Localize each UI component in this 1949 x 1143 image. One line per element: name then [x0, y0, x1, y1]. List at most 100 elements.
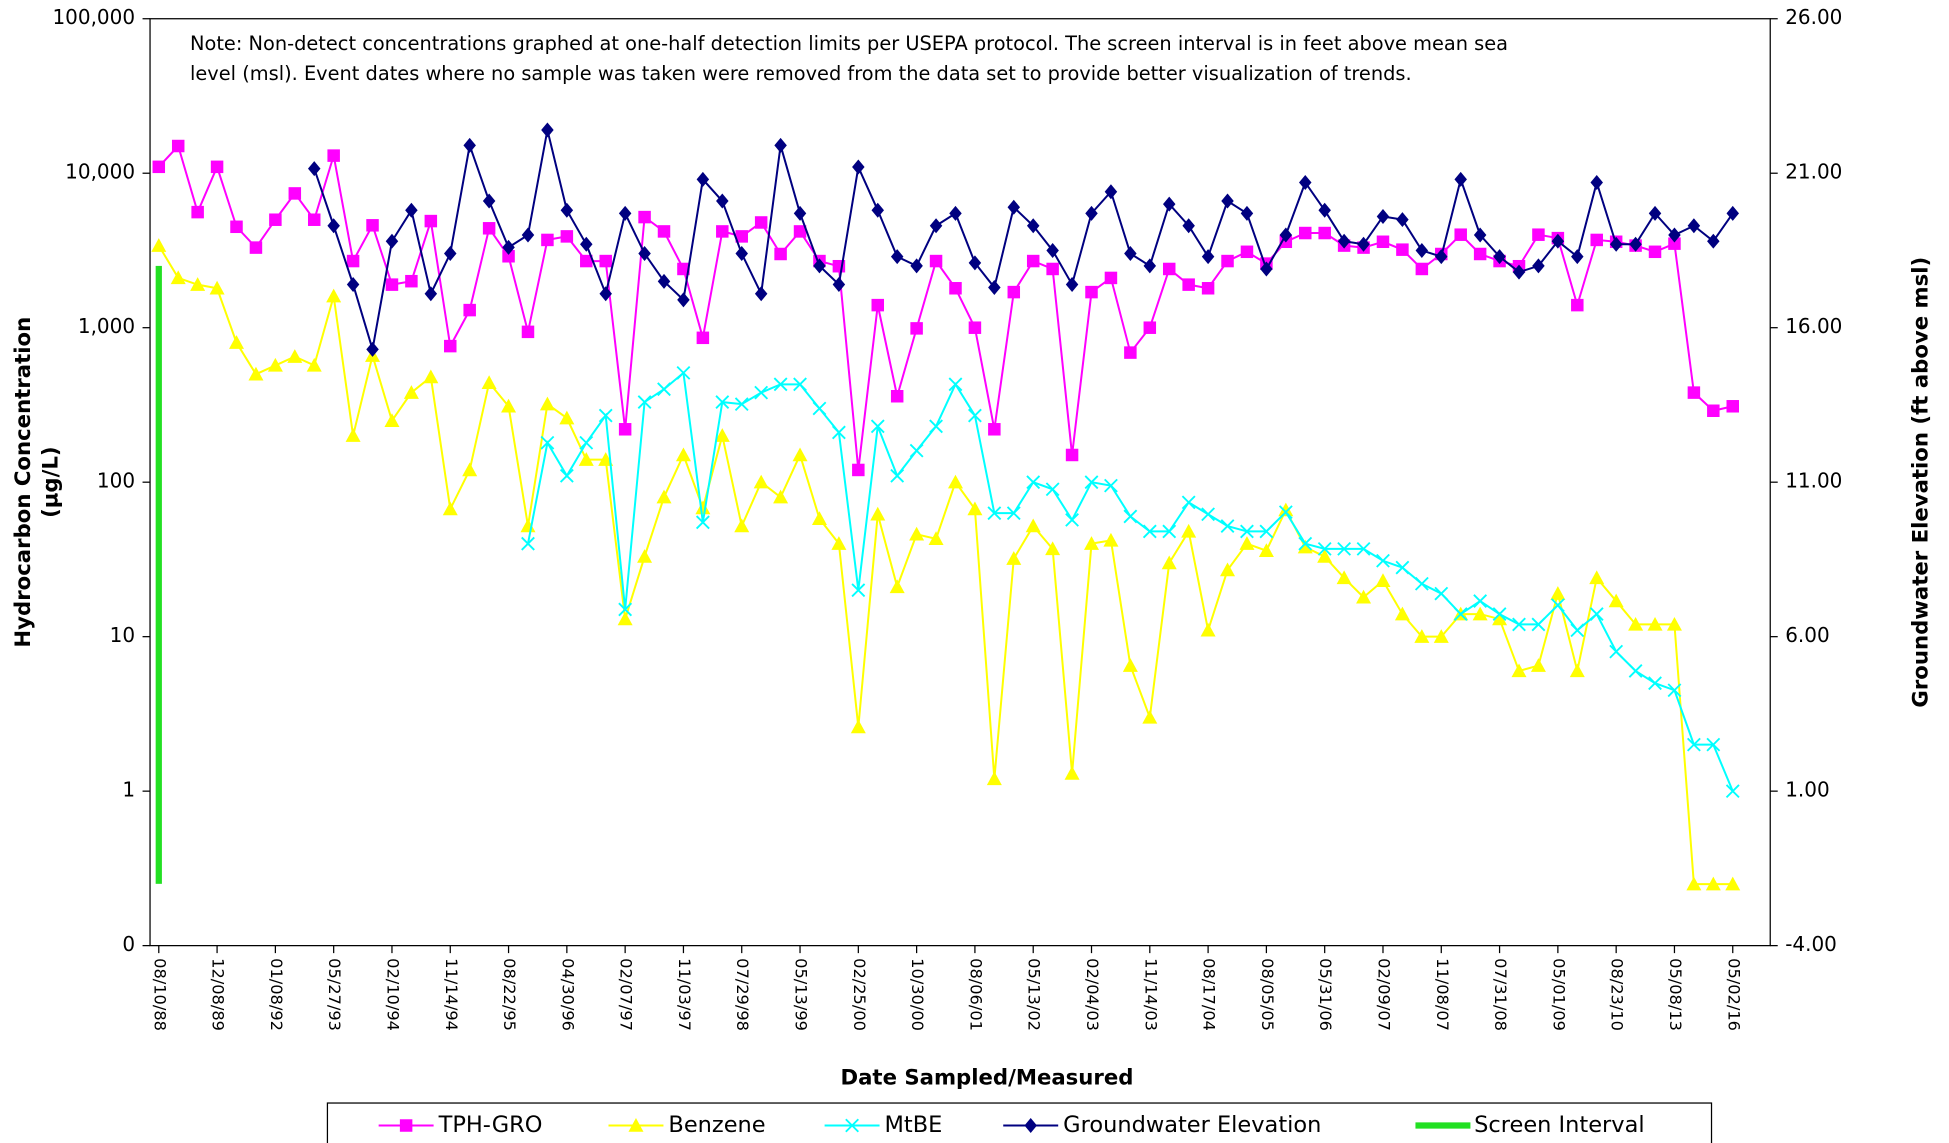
marker	[618, 602, 633, 617]
y-axis-title: (µg/L)	[39, 446, 64, 517]
marker	[482, 193, 496, 209]
marker	[618, 205, 632, 221]
marker	[676, 365, 691, 380]
marker	[1026, 254, 1040, 268]
marker	[909, 443, 924, 458]
y-axis-title: Hydrocarbon Concentration	[11, 317, 36, 648]
marker	[1124, 246, 1137, 262]
y2-tick-label: 6.00	[1785, 623, 1829, 647]
marker	[1668, 227, 1681, 243]
marker	[560, 230, 574, 243]
marker	[1531, 617, 1546, 632]
marker	[307, 161, 321, 177]
marker	[1725, 876, 1741, 891]
marker	[1706, 737, 1721, 752]
marker	[540, 435, 555, 450]
marker	[618, 423, 632, 436]
marker	[696, 171, 710, 187]
marker	[774, 247, 787, 261]
marker	[1239, 536, 1255, 550]
marker	[191, 205, 204, 219]
marker	[539, 396, 555, 411]
marker	[968, 321, 982, 334]
marker	[714, 428, 730, 442]
marker	[1299, 226, 1312, 240]
x-tick-label: 05/01/09	[1549, 958, 1568, 1031]
marker	[1025, 518, 1041, 533]
marker	[949, 282, 962, 295]
marker	[656, 489, 672, 504]
y-tick-label: 1	[122, 778, 135, 802]
x-tick-label: 05/13/99	[792, 958, 811, 1031]
marker	[637, 395, 652, 409]
marker	[580, 254, 593, 268]
marker	[638, 210, 651, 224]
legend-label: Groundwater Elevation	[1063, 1112, 1321, 1138]
marker	[1220, 519, 1235, 533]
marker	[1065, 448, 1079, 462]
marker	[1104, 184, 1118, 200]
x-tick-label: 05/02/16	[1724, 958, 1743, 1031]
series-line	[527, 370, 1734, 792]
marker	[1240, 205, 1254, 221]
marker	[1394, 606, 1410, 621]
marker	[1143, 258, 1157, 274]
marker	[1357, 236, 1370, 252]
marker	[463, 137, 476, 153]
marker	[1609, 644, 1624, 659]
marker	[1375, 573, 1391, 588]
x-tick-label: 01/08/92	[267, 958, 286, 1031]
y2-axis-title: Groundwater Elevation (ft above msl)	[1909, 257, 1934, 708]
marker	[1414, 576, 1429, 591]
marker	[444, 339, 457, 353]
y-tick-label: 10	[110, 623, 135, 647]
marker	[716, 193, 729, 209]
marker	[1182, 218, 1195, 234]
x-tick-label: 02/10/94	[383, 958, 402, 1031]
marker	[617, 611, 633, 626]
y2-tick-label: 16.00	[1785, 314, 1842, 338]
marker	[871, 202, 885, 218]
marker	[695, 500, 711, 515]
marker	[1007, 285, 1021, 299]
marker	[424, 286, 438, 302]
marker	[910, 322, 923, 335]
marker	[1608, 593, 1624, 608]
legend-label: Benzene	[668, 1112, 765, 1138]
marker	[1414, 629, 1430, 643]
marker	[852, 463, 865, 477]
marker	[1258, 543, 1274, 557]
marker	[1317, 541, 1332, 556]
marker	[1589, 607, 1604, 621]
marker	[1376, 208, 1390, 224]
marker	[1551, 233, 1565, 249]
marker	[1629, 236, 1642, 252]
series-line	[157, 245, 1733, 886]
marker	[1530, 658, 1546, 672]
marker	[424, 214, 438, 228]
marker	[754, 216, 768, 229]
marker	[405, 202, 418, 218]
marker	[1085, 205, 1098, 221]
marker	[209, 280, 225, 295]
x-tick-label: 05/31/06	[1316, 958, 1335, 1031]
marker	[871, 298, 885, 312]
marker	[715, 395, 730, 409]
marker	[1085, 285, 1098, 299]
marker	[695, 515, 710, 530]
marker	[502, 250, 515, 263]
marker	[1473, 247, 1487, 261]
marker	[948, 377, 963, 392]
marker	[541, 233, 554, 247]
marker	[1648, 676, 1662, 691]
marker	[1687, 218, 1701, 234]
marker	[1337, 233, 1351, 249]
marker	[716, 225, 729, 238]
y-tick-label: 10,000	[65, 160, 135, 184]
marker	[1569, 663, 1585, 678]
marker	[1221, 193, 1234, 209]
marker	[462, 462, 478, 477]
marker	[366, 219, 379, 232]
marker	[346, 254, 360, 268]
marker	[793, 225, 807, 238]
